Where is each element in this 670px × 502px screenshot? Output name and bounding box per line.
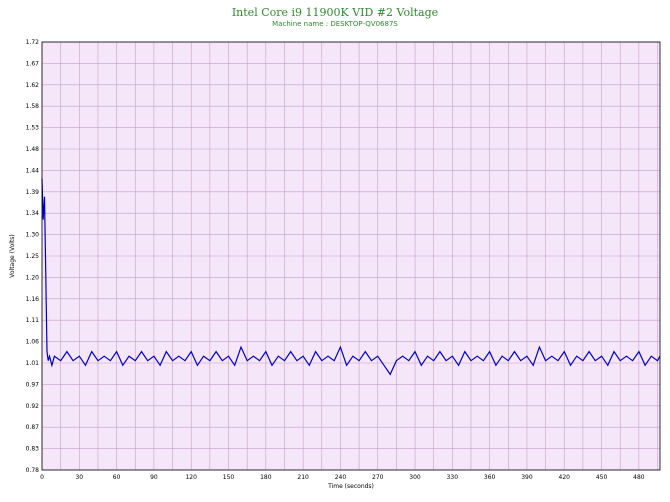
y-tick-label: 1.25	[26, 253, 40, 260]
x-tick-label: 150	[223, 474, 235, 481]
y-tick-label: 1.30	[26, 232, 40, 239]
x-tick-label: 330	[447, 474, 459, 481]
x-tick-label: 30	[75, 474, 83, 481]
x-tick-label: 420	[559, 474, 571, 481]
y-tick-label: 1.16	[26, 296, 40, 303]
x-tick-label: 60	[113, 474, 121, 481]
x-tick-label: 0	[40, 474, 44, 481]
grid-lines	[41, 41, 660, 471]
y-tick-label: 1.01	[26, 360, 40, 367]
x-axis-title: Time (seconds)	[327, 483, 374, 490]
y-tick-label: 0.83	[26, 446, 40, 453]
y-tick-labels: 0.78 0.83 0.87 0.92 0.97 1.01 1.06 1.11 1.16 1.20…	[26, 39, 40, 474]
x-tick-label: 210	[297, 474, 309, 481]
x-tick-label: 480	[633, 474, 645, 481]
voltage-series-line	[41, 178, 661, 376]
y-tick-label: 1.06	[26, 339, 40, 346]
x-tick-label: 180	[260, 474, 272, 481]
y-tick-label: 0.87	[26, 424, 40, 431]
x-tick-label: 450	[596, 474, 608, 481]
y-tick-label: 1.11	[26, 317, 40, 324]
y-tick-label: 0.78	[26, 467, 40, 474]
y-axis-title: Voltage (Volts)	[9, 234, 16, 278]
y-tick-label: 1.58	[26, 103, 40, 110]
y-tick-label: 1.20	[26, 274, 40, 281]
chart-title: Intel Core i9 11900K VID #2 Voltage	[231, 6, 439, 19]
x-tick-label: 270	[372, 474, 384, 481]
y-tick-label: 1.62	[26, 82, 40, 89]
chart-subtitle: Machine name : DESKTOP-QV0687S	[272, 20, 398, 28]
y-tick-label: 1.48	[26, 146, 40, 153]
y-tick-label: 1.44	[26, 167, 40, 174]
y-tick-label: 0.97	[26, 381, 40, 388]
plot-border	[41, 41, 661, 471]
x-tick-label: 360	[484, 474, 496, 481]
x-tick-label: 120	[185, 474, 197, 481]
x-tick-labels: 0 30 60 90 120 150 180 210 240 270 300 330 360 390 420…	[40, 474, 645, 481]
x-tick-label: 390	[521, 474, 533, 481]
x-tick-label: 240	[335, 474, 347, 481]
x-tick-label: 90	[150, 474, 158, 481]
x-tick-label: 300	[409, 474, 421, 481]
y-tick-label: 1.34	[26, 210, 40, 217]
y-tick-label: 1.67	[26, 60, 40, 67]
y-tick-label: 1.39	[26, 189, 40, 196]
y-tick-label: 1.53	[26, 125, 40, 132]
y-tick-label: 1.72	[26, 39, 40, 46]
y-tick-label: 0.92	[26, 403, 40, 410]
